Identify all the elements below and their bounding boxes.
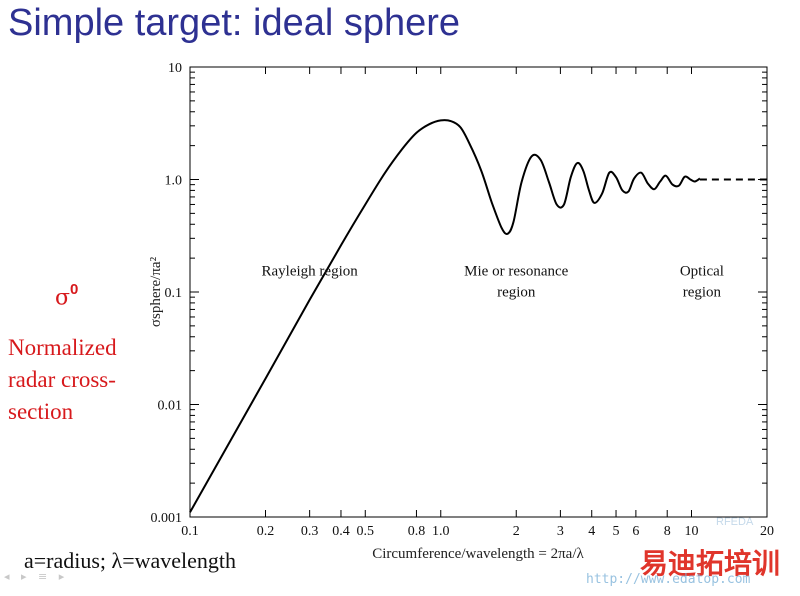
y-axis-label: σsphere/πa² — [148, 256, 164, 327]
x-tick-label: 10 — [685, 524, 699, 539]
x-tick-label: 0.3 — [301, 524, 319, 539]
rcs-curve — [189, 119, 701, 513]
y-tick-label: 0.01 — [158, 399, 183, 414]
slide-nav-icons[interactable]: ◂ ▸ ≡ ▸ — [4, 570, 69, 583]
side-description-line: Normalized — [8, 335, 117, 360]
x-tick-label: 0.8 — [408, 524, 426, 539]
x-tick-label: 0.5 — [357, 524, 375, 539]
x-axis-label: Circumference/wavelength = 2πa/λ — [372, 546, 584, 562]
side-description: Normalized radar cross- section — [8, 332, 148, 428]
region-label: Mie or resonance — [464, 264, 568, 280]
region-label: region — [683, 285, 722, 301]
plot-frame — [189, 66, 768, 518]
sigma-zero-symbol: σ0 — [55, 281, 79, 311]
x-tick-label: 2 — [513, 524, 520, 539]
x-tick-label: 6 — [632, 524, 639, 539]
x-tick-label: 20 — [760, 524, 774, 539]
watermark-url: http://www.edatop.com — [586, 572, 751, 587]
x-tick-label: 5 — [613, 524, 620, 539]
region-label: Optical — [680, 264, 724, 280]
watermark-rf: RFEDA — [716, 516, 754, 528]
region-label: region — [497, 285, 536, 301]
sigma-symbol: σ — [55, 285, 71, 311]
y-tick-label: 10 — [168, 61, 182, 76]
watermark-logo-text: 易迪拓培训 — [640, 547, 781, 580]
x-tick-label: 3 — [557, 524, 564, 539]
sigma-superscript: 0 — [70, 281, 79, 298]
curves — [189, 119, 767, 513]
region-label: Rayleigh region — [262, 264, 359, 280]
slide-title: Simple target: ideal sphere — [8, 2, 461, 44]
footnote: a=radius; λ=wavelength — [24, 548, 237, 573]
x-tick-label: 4 — [588, 524, 595, 539]
x-tick-label: 0.1 — [181, 524, 199, 539]
y-tick-label: 1.0 — [165, 174, 183, 189]
x-tick-label: 0.2 — [257, 524, 275, 539]
side-description-line: section — [8, 399, 74, 424]
y-ticks: 0.001 0.01 0.1 1.0 10 — [151, 61, 767, 526]
x-tick-label: 0.4 — [332, 524, 350, 539]
x-tick-label: 8 — [664, 524, 671, 539]
y-tick-label: 0.001 — [151, 511, 183, 526]
region-labels: Rayleigh region Mie or resonance region Opt… — [262, 264, 724, 301]
side-description-line: radar cross- — [8, 367, 116, 392]
x-ticks: 0.1 0.2 0.3 0.4 0.5 0.8 1.0 2 3 4 5 6 8 10 20 — [181, 67, 774, 539]
x-tick-label: 1.0 — [432, 524, 450, 539]
y-tick-label: 0.1 — [165, 286, 183, 301]
